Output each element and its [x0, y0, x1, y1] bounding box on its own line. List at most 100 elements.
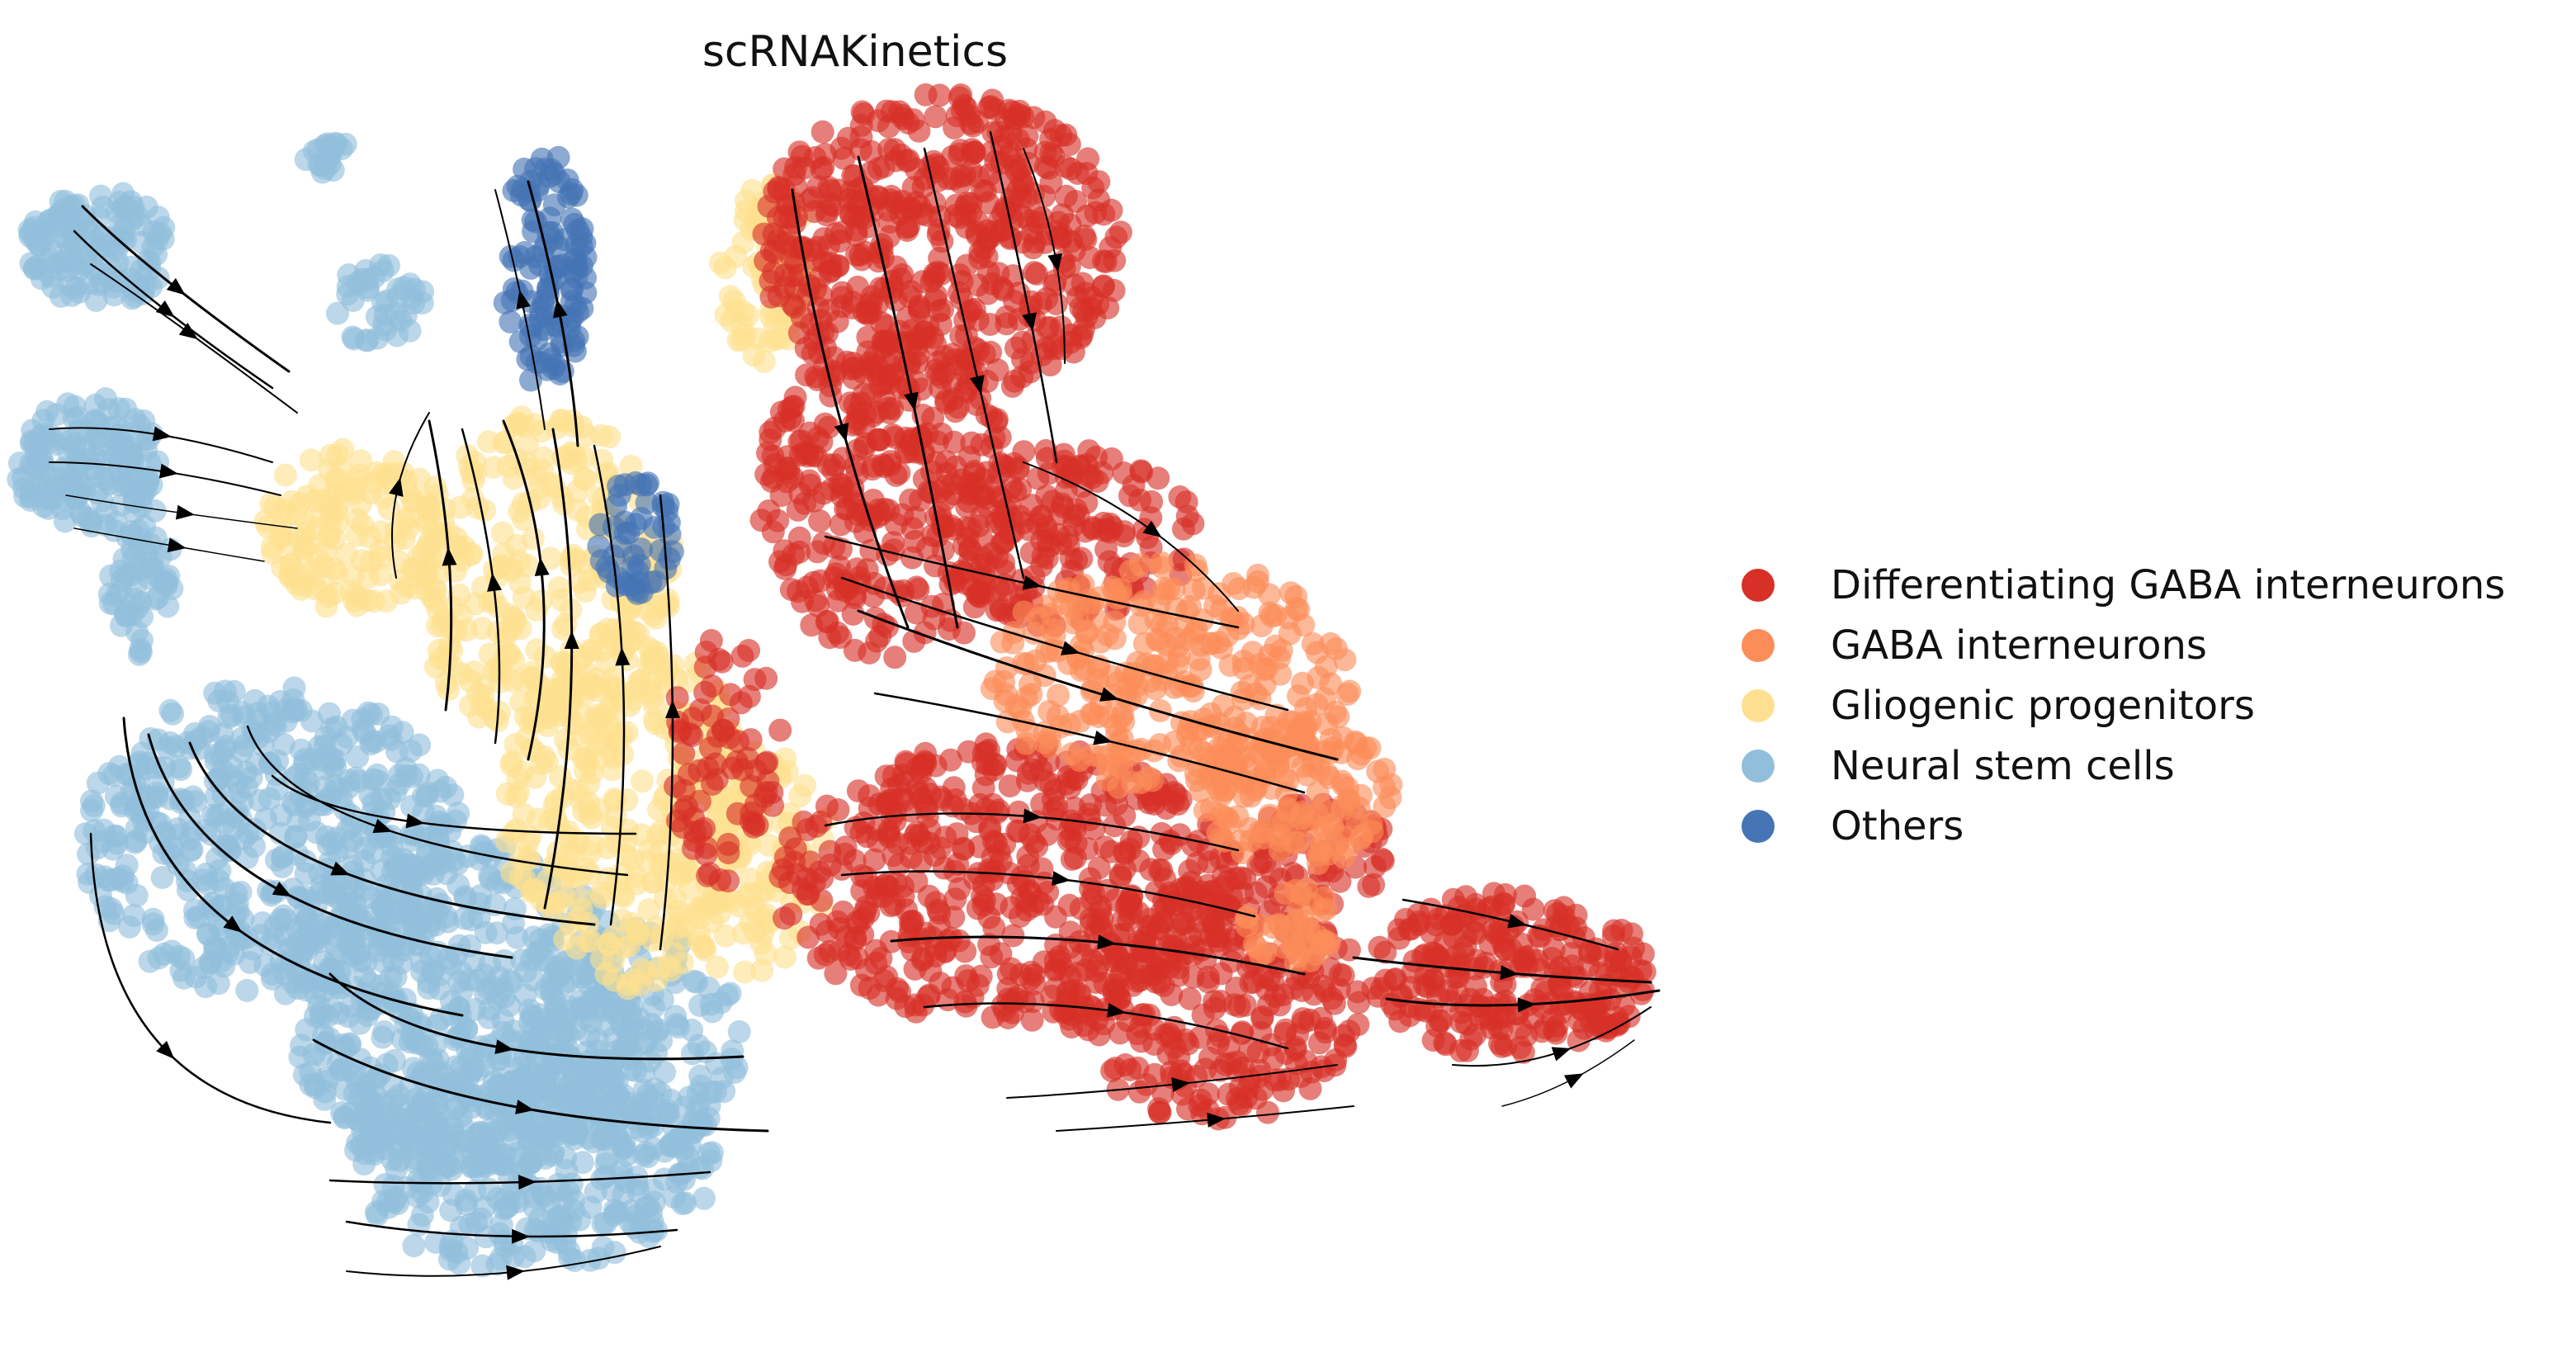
cell-point	[645, 1041, 669, 1065]
cell-point	[118, 915, 141, 939]
cell-point	[800, 613, 824, 637]
cell-point	[548, 890, 572, 914]
cell-point	[1038, 353, 1062, 377]
cell-point	[456, 1067, 480, 1090]
cell-point	[449, 1104, 473, 1128]
cell-point	[762, 222, 786, 246]
cell-point	[1140, 490, 1164, 513]
cell-point	[386, 285, 410, 309]
cell-point	[1061, 340, 1085, 364]
cell-point	[767, 177, 791, 201]
cell-point	[318, 457, 341, 481]
cell-point	[305, 516, 329, 540]
cell-point	[138, 250, 162, 274]
cell-point	[562, 712, 586, 735]
cell-point	[222, 679, 246, 703]
cell-point	[773, 906, 796, 930]
cell-point	[670, 1192, 694, 1216]
cell-point	[801, 186, 825, 210]
cell-point	[971, 776, 995, 800]
cell-point	[597, 933, 621, 957]
cell-point	[522, 968, 546, 991]
cell-point	[955, 495, 979, 518]
cell-point	[384, 779, 408, 803]
cell-point	[681, 836, 705, 860]
cell-point	[642, 996, 666, 1019]
cell-point	[543, 961, 567, 985]
cell-point	[585, 732, 609, 756]
cell-point	[727, 894, 751, 918]
cell-point	[304, 565, 328, 589]
cell-point	[235, 978, 259, 1002]
cell-point	[292, 1063, 316, 1087]
cell-point	[338, 1032, 362, 1056]
cell-point	[360, 1111, 384, 1135]
cell-point	[29, 424, 53, 448]
cell-point	[478, 845, 502, 869]
cell-point	[943, 348, 967, 371]
cell-point	[169, 758, 193, 782]
cell-point	[534, 157, 558, 181]
cell-point	[880, 184, 903, 208]
cell-point	[432, 608, 456, 631]
cell-point	[586, 1028, 610, 1052]
cell-point	[62, 407, 86, 431]
cell-point	[80, 798, 103, 822]
cell-point	[1324, 1048, 1348, 1071]
cell-point	[356, 1004, 380, 1028]
cell-point	[1193, 948, 1217, 971]
cell-point	[981, 542, 1004, 565]
cell-point	[358, 783, 382, 807]
cell-point	[153, 570, 177, 594]
cell-point	[64, 432, 87, 456]
cell-point	[359, 481, 383, 505]
cell-point	[897, 353, 921, 377]
cell-point	[114, 195, 138, 219]
cell-point	[808, 860, 832, 884]
cell-point	[328, 888, 352, 912]
cell-point	[1175, 504, 1199, 528]
cell-point	[342, 477, 365, 501]
cell-point	[166, 823, 190, 847]
cell-point	[667, 861, 691, 885]
cell-point	[467, 705, 491, 729]
cell-point	[902, 629, 926, 653]
cell-point	[444, 809, 468, 833]
cell-point	[482, 589, 505, 612]
cell-point	[69, 500, 92, 524]
cell-point	[589, 423, 613, 447]
cell-point	[501, 1129, 525, 1153]
cell-point	[135, 542, 158, 565]
cell-point	[877, 825, 901, 849]
cell-point	[241, 719, 265, 742]
cell-point	[530, 419, 554, 443]
cell-point	[1092, 274, 1116, 298]
cell-point	[463, 450, 487, 474]
cell-point	[1233, 993, 1257, 1017]
cell-point	[570, 296, 594, 320]
cell-point	[384, 519, 408, 543]
cell-point	[326, 301, 349, 325]
cell-point	[631, 769, 654, 793]
cell-point	[411, 784, 435, 808]
cell-point	[365, 1203, 389, 1227]
cell-point	[19, 485, 43, 509]
cell-point	[343, 1061, 367, 1085]
cell-point	[568, 1208, 592, 1232]
cell-point	[324, 935, 348, 958]
cell-point	[877, 396, 900, 420]
cell-point	[633, 1195, 657, 1219]
cell-point	[1117, 909, 1141, 933]
cell-point	[947, 929, 971, 953]
cell-point	[863, 345, 886, 369]
cell-point	[839, 391, 863, 415]
cell-point	[593, 1128, 616, 1152]
cell-point	[286, 842, 310, 866]
cell-point	[1112, 461, 1136, 485]
cell-point	[909, 488, 932, 512]
cell-point	[243, 835, 266, 858]
cell-point	[103, 446, 127, 470]
cell-point	[533, 645, 557, 669]
cell-point	[570, 996, 593, 1019]
cell-point	[995, 312, 1019, 336]
